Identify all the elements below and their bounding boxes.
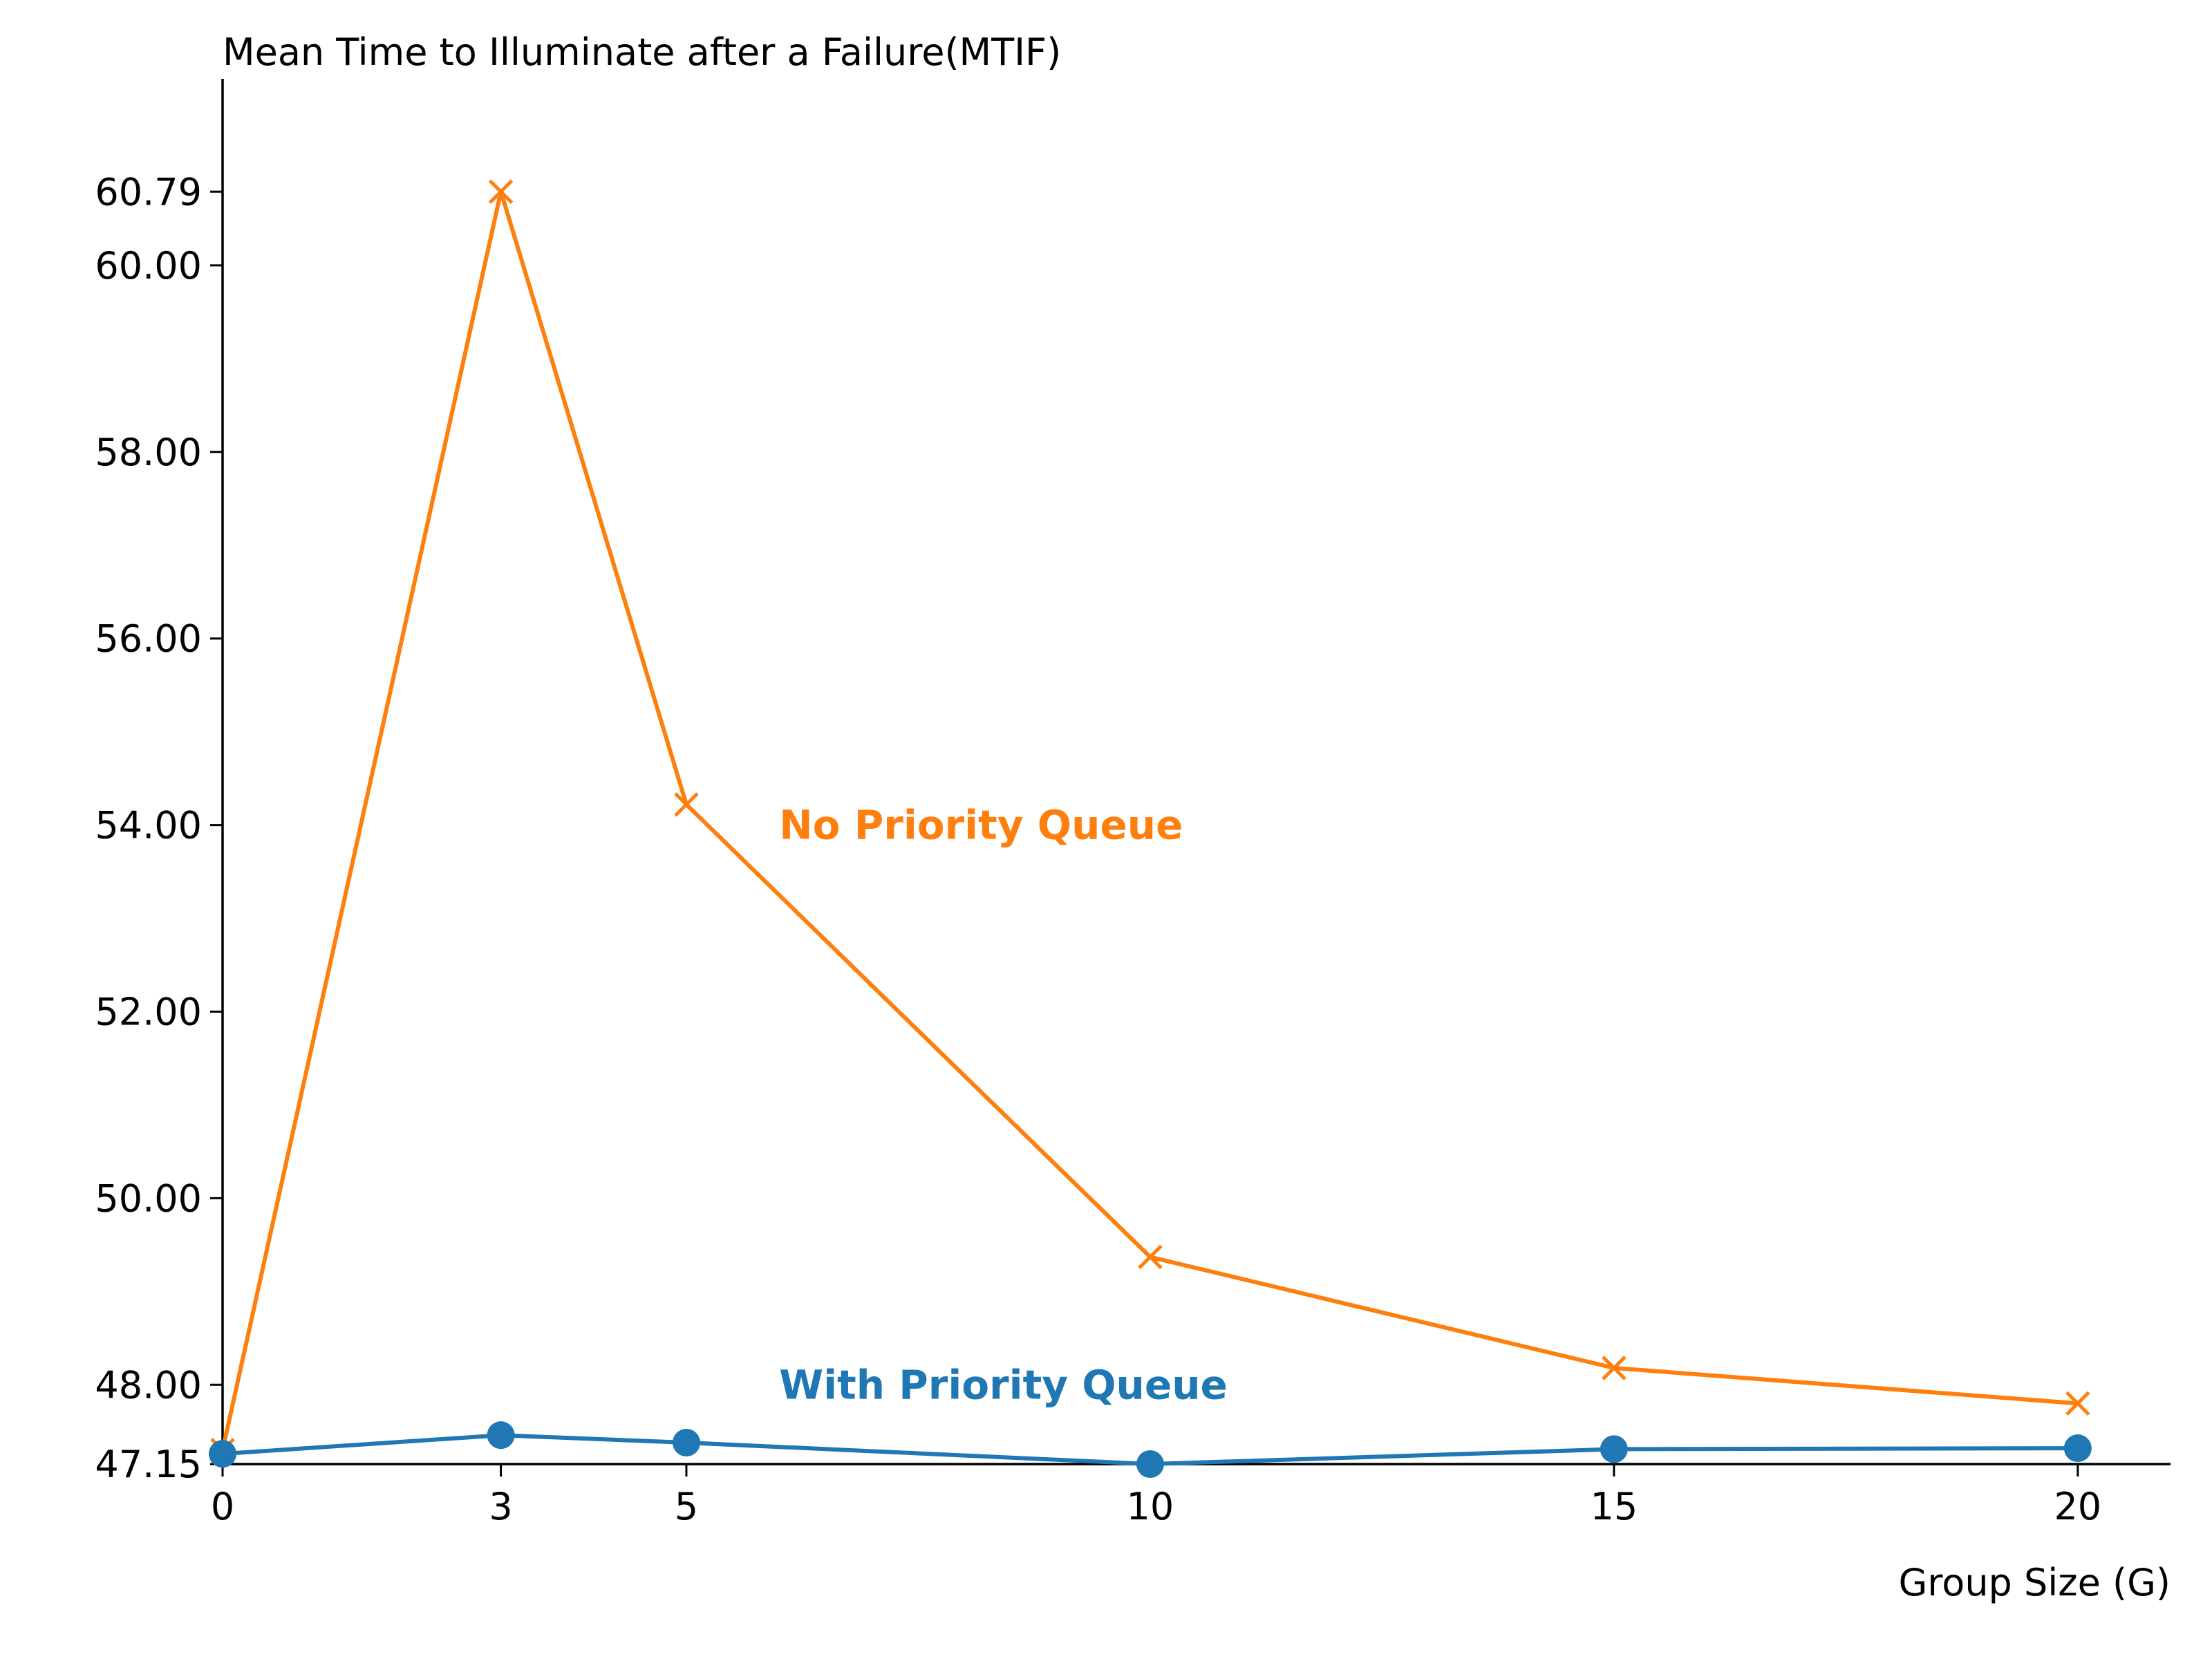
- y-axis-ticks: 47.15 48.00 50.00 52.00 54.00 56.00 58.00 60.00…: [95, 170, 223, 1486]
- data-point-x-marker: [1602, 1356, 1627, 1380]
- y-tick-label: 60.00: [95, 244, 202, 288]
- y-tick-label: 56.00: [95, 617, 202, 661]
- marker-stroke: [1138, 1244, 1163, 1270]
- y-tick-label: 54.00: [95, 804, 202, 847]
- y-tick-label: 60.79: [95, 170, 202, 214]
- y-tick-label: 47.15: [95, 1443, 202, 1486]
- data-point-x-marker: [674, 792, 699, 817]
- data-point-x-marker: [488, 179, 514, 205]
- series-layer: [209, 179, 2092, 1478]
- x-tick-label: 0: [211, 1485, 234, 1528]
- marker-stroke: [674, 792, 699, 817]
- x-tick-label: 15: [1590, 1485, 1638, 1528]
- annotation-no-priority-queue: No Priority Queue: [779, 802, 1183, 849]
- data-point-circle-marker: [1136, 1450, 1164, 1478]
- y-tick-label: 52.00: [95, 990, 202, 1033]
- data-point-circle-marker: [487, 1421, 515, 1450]
- marker-stroke: [1602, 1356, 1627, 1380]
- chart-title: Mean Time to Illuminate after a Failure(…: [223, 30, 1061, 74]
- x-tick-label: 20: [2054, 1485, 2101, 1528]
- x-tick-label: 3: [489, 1485, 512, 1528]
- annotation-with-priority-queue: With Priority Queue: [779, 1361, 1228, 1408]
- data-point-x-marker: [1138, 1244, 1163, 1270]
- x-axis-label: Group Size (G): [1898, 1561, 2171, 1604]
- marker-stroke: [2065, 1391, 2090, 1416]
- x-axis-ticks: 0 3 5 10 15 20: [211, 1464, 2101, 1528]
- y-tick-label: 48.00: [95, 1363, 202, 1407]
- y-tick-label: 50.00: [95, 1177, 202, 1220]
- series-line: [221, 189, 2079, 1451]
- data-point-x-marker: [2065, 1391, 2090, 1416]
- annotations: No Priority Queue With Priority Queue: [779, 802, 1228, 1409]
- series-with-priority-queue: [209, 1421, 2092, 1478]
- axes: [221, 79, 2171, 1465]
- data-point-circle-marker: [2063, 1434, 2092, 1463]
- data-point-circle-marker: [209, 1440, 236, 1468]
- x-tick-label: 10: [1127, 1485, 1174, 1528]
- marker-stroke: [488, 179, 514, 205]
- data-point-circle-marker: [1600, 1435, 1628, 1463]
- x-tick-label: 5: [675, 1485, 698, 1528]
- series-line: [222, 1433, 2078, 1466]
- y-tick-label: 58.00: [95, 431, 202, 474]
- data-point-circle-marker: [672, 1428, 700, 1456]
